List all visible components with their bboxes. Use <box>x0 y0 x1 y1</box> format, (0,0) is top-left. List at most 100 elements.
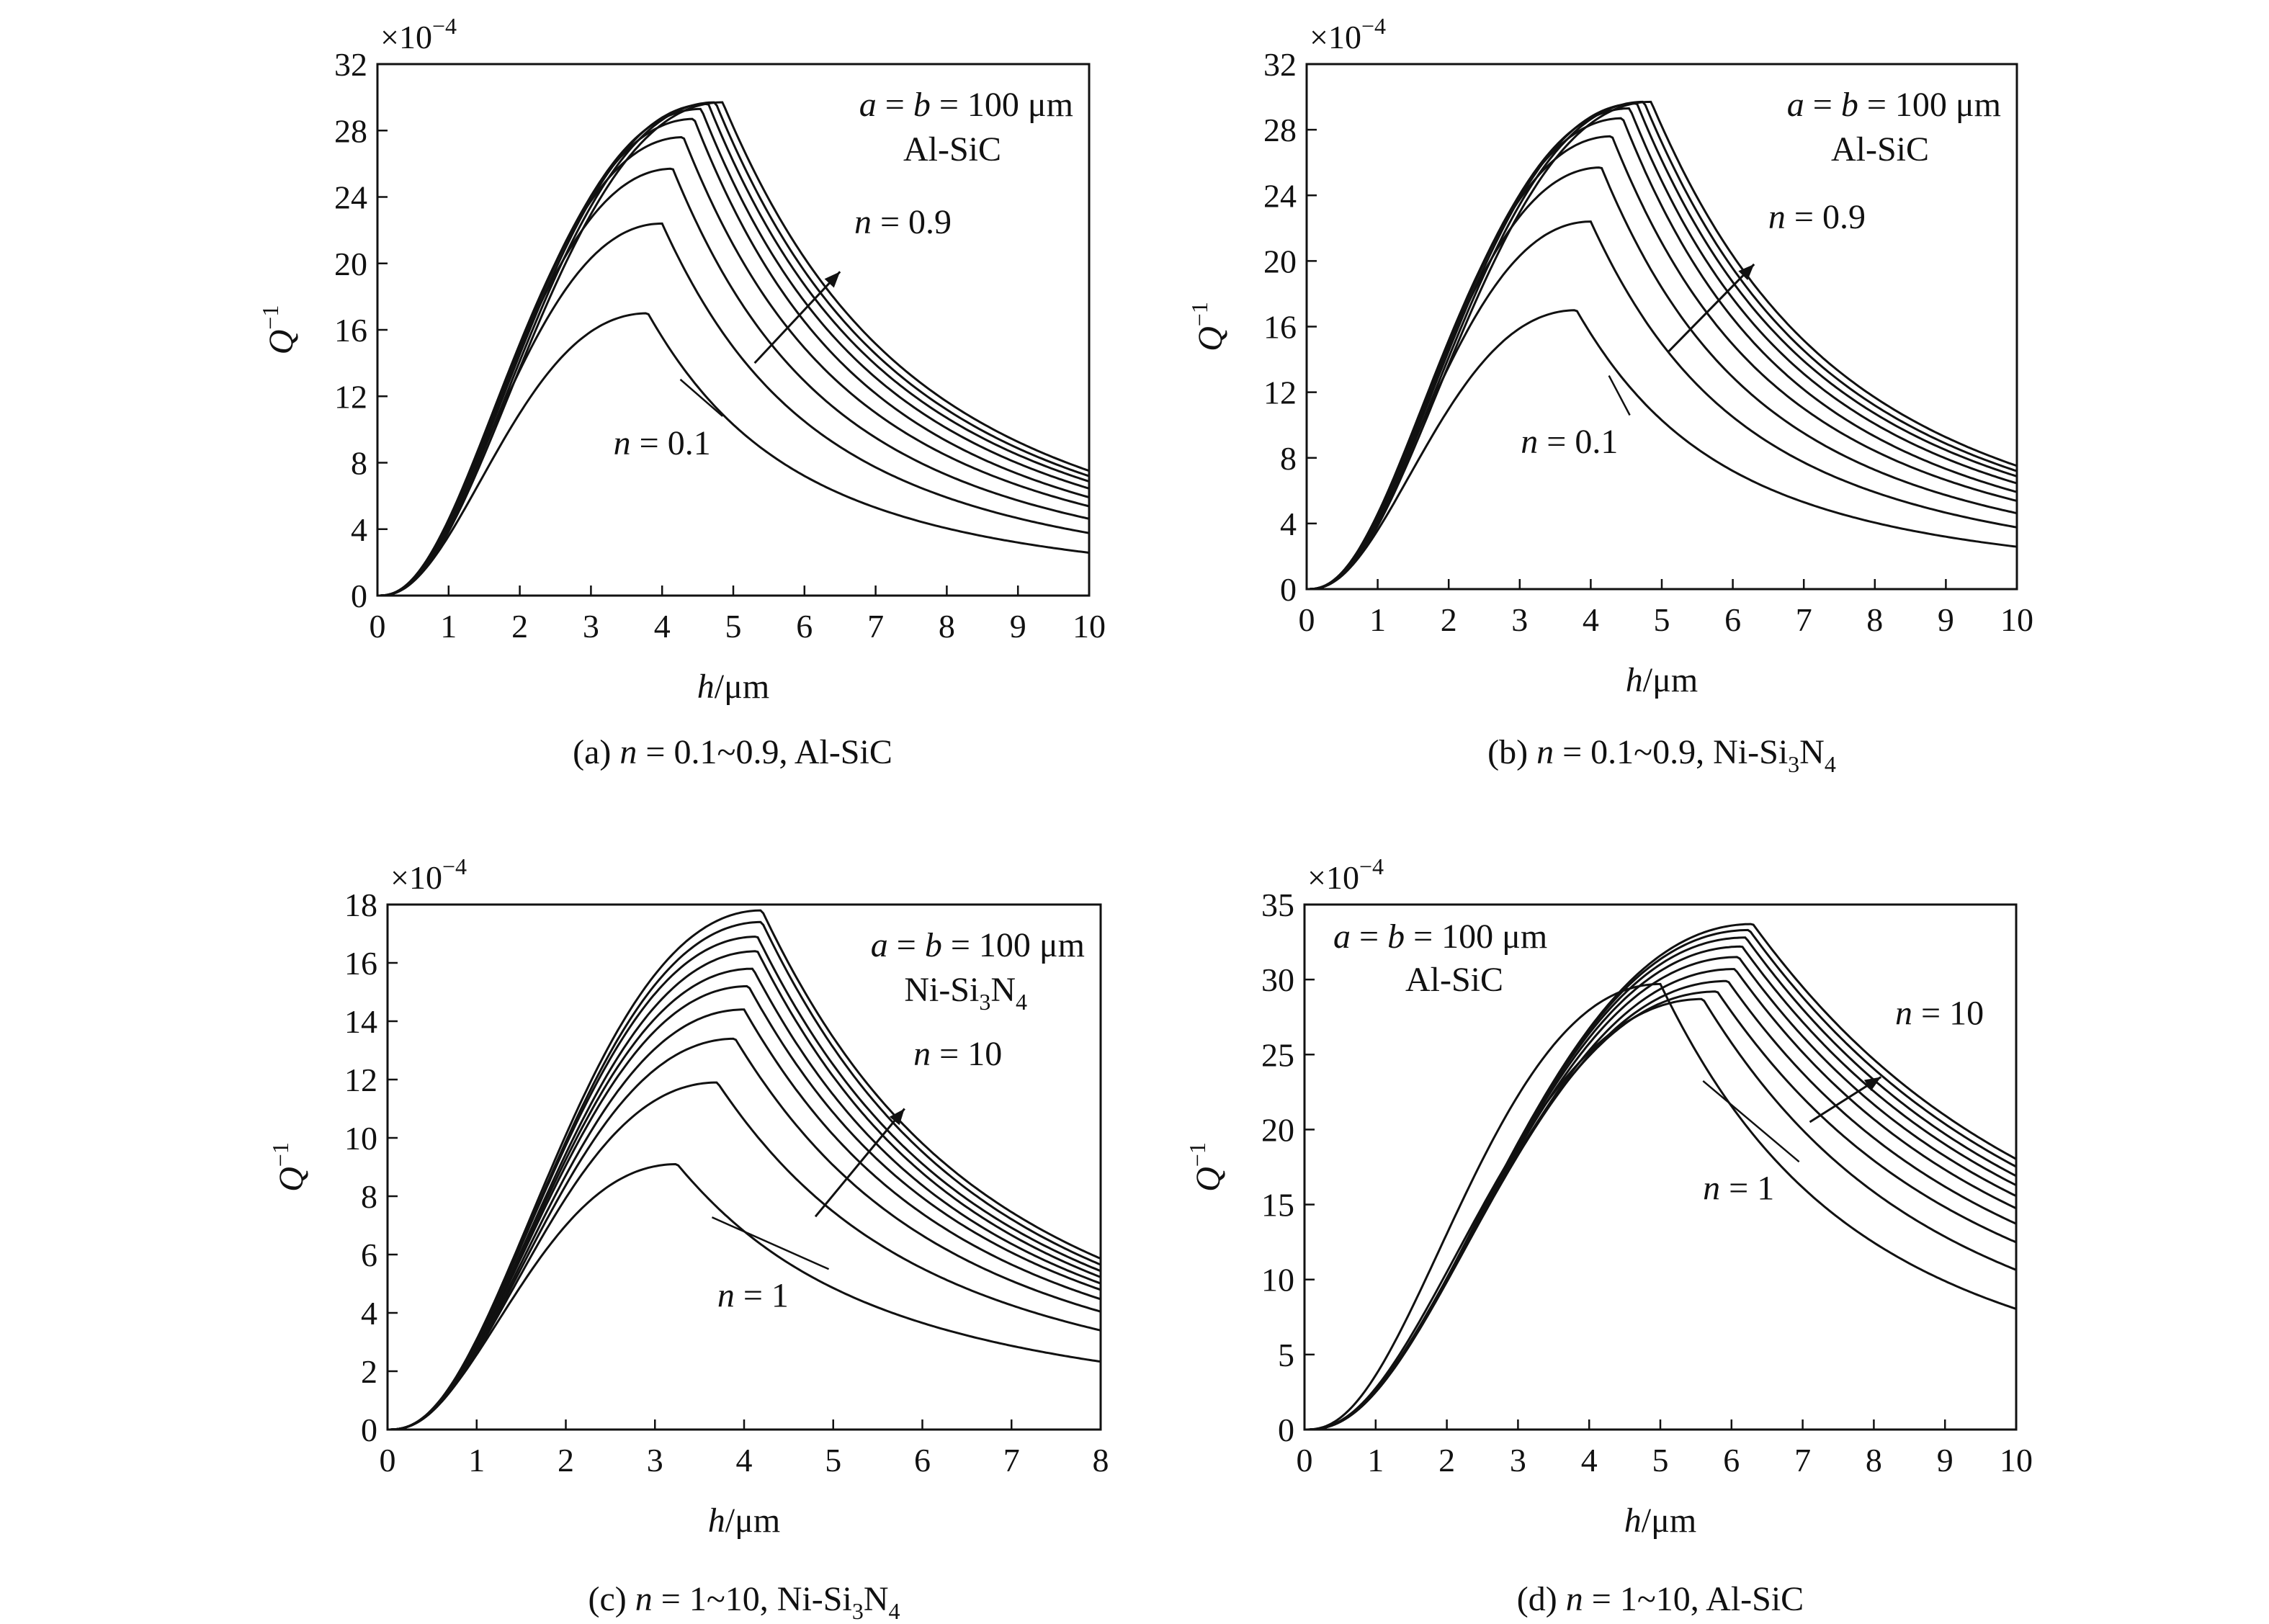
x-tick-label: 9 <box>1938 601 1954 638</box>
panel-caption: (a) n = 0.1~0.9, Al-SiC <box>573 733 892 771</box>
y-tick-label: 8 <box>361 1178 377 1215</box>
label-n-low: n = 0.1 <box>1521 423 1618 461</box>
x-tick-label: 8 <box>1093 1442 1109 1479</box>
annotation-line: a = b = 100 μm <box>859 86 1073 124</box>
x-tick-label: 2 <box>558 1442 574 1479</box>
y-tick-label: 30 <box>1261 961 1294 998</box>
label-n-high: n = 10 <box>1895 995 1984 1033</box>
x-tick-label: 6 <box>914 1442 931 1479</box>
y-tick-label: 0 <box>351 578 367 614</box>
label-low-leader <box>711 1216 830 1270</box>
curve-n-0.4 <box>1307 135 2018 591</box>
annotation-line: Al-SiC <box>1405 961 1503 999</box>
y-tick-label: 8 <box>351 445 367 482</box>
panel-caption: (c) n = 1~10, Ni-Si3N4​ <box>588 1580 900 1624</box>
label-n-low: n = 1 <box>717 1277 789 1315</box>
curve-n-0.1 <box>377 312 1090 597</box>
curve-n-0.1 <box>1307 309 2018 591</box>
curve-n-0.7 <box>377 102 1090 597</box>
annotation-line: a = b = 100 μm <box>1787 86 2001 124</box>
y-tick-label: 10 <box>1261 1262 1294 1298</box>
x-tick-label: 7 <box>1003 1442 1020 1479</box>
curve-n-0.9 <box>377 101 1090 597</box>
y-tick-label: 2 <box>361 1353 377 1390</box>
x-tick-label: 6 <box>1723 1442 1740 1479</box>
y-multiplier: ×10−4 <box>380 13 457 55</box>
y-tick-label: 32 <box>1263 46 1297 83</box>
y-tick-label: 15 <box>1261 1187 1294 1224</box>
panel-caption: (d) n = 1~10, Al-SiC <box>1517 1580 1804 1618</box>
y-tick-label: 28 <box>334 112 367 149</box>
x-axis-label: h/μm <box>1624 1502 1696 1540</box>
x-tick-label: 3 <box>583 608 599 645</box>
trend-arrow-head <box>824 272 841 288</box>
x-tick-label: 10 <box>1073 608 1106 645</box>
y-axis-label: Q−1 <box>257 305 300 355</box>
x-tick-label: 1 <box>468 1442 485 1479</box>
y-tick-label: 32 <box>334 46 367 83</box>
y-multiplier: ×10−4 <box>1307 853 1384 896</box>
label-n-high: n = 0.9 <box>1768 198 1866 236</box>
y-tick-label: 20 <box>1263 243 1297 279</box>
y-axis-label: Q−1 <box>267 1142 310 1192</box>
x-tick-label: 9 <box>1010 608 1026 645</box>
x-tick-label: 5 <box>1654 601 1670 638</box>
y-tick-label: 0 <box>361 1412 377 1448</box>
curve-n-1 <box>1304 982 2017 1431</box>
curve-n-5 <box>1304 968 2017 1431</box>
curve-n-3 <box>1304 990 2017 1431</box>
trend-arrow <box>1668 263 1755 352</box>
panel-b: 0 1 2 3 4 5 6 7 8 9 10048121620242832×10−4Q−1h/μm(… <box>1186 13 2033 777</box>
panel-c: 0 1 2 3 4 5 6 7 8024681012141618×10−4Q−1h/μm(c) … <box>267 853 1109 1624</box>
annotation-line: Ni-Si3​N4​ <box>904 971 1027 1015</box>
x-tick-label: 2 <box>1438 1442 1455 1479</box>
x-axis-label: h/μm <box>1626 661 1698 699</box>
x-tick-label: 0 <box>1297 1442 1313 1479</box>
y-tick-label: 25 <box>1261 1036 1294 1073</box>
x-tick-label: 10 <box>2000 601 2033 638</box>
x-tick-label: 4 <box>1583 601 1599 638</box>
x-tick-label: 7 <box>1794 1442 1811 1479</box>
curve-n-0.4 <box>377 135 1090 597</box>
y-tick-label: 0 <box>1278 1412 1294 1448</box>
y-tick-label: 4 <box>351 511 367 548</box>
curve-n-4 <box>1304 979 2017 1431</box>
y-tick-label: 24 <box>334 179 367 216</box>
curve-n-9 <box>388 920 1101 1431</box>
y-tick-label: 8 <box>1280 440 1297 477</box>
curve-n-0.8 <box>377 101 1090 597</box>
label-n-high: n = 10 <box>913 1035 1002 1073</box>
x-tick-label: 2 <box>511 608 528 645</box>
y-tick-label: 5 <box>1278 1337 1294 1373</box>
x-tick-label: 3 <box>1511 601 1528 638</box>
curve-n-3 <box>388 1037 1101 1431</box>
x-tick-label: 4 <box>654 608 671 645</box>
x-tick-label: 3 <box>1510 1442 1526 1479</box>
x-tick-label: 2 <box>1441 601 1457 638</box>
trend-arrow-head <box>889 1108 905 1126</box>
x-tick-label: 7 <box>1796 601 1812 638</box>
curve-n-0.5 <box>377 117 1090 597</box>
curve-n-0.6 <box>377 107 1090 597</box>
x-tick-label: 5 <box>825 1442 841 1479</box>
x-tick-label: 9 <box>1937 1442 1954 1479</box>
x-tick-label: 6 <box>1724 601 1741 638</box>
x-tick-label: 1 <box>1367 1442 1384 1479</box>
y-tick-label: 12 <box>1263 374 1297 411</box>
y-axis-label: Q−1 <box>1186 302 1230 351</box>
y-tick-label: 20 <box>1261 1111 1294 1148</box>
annotation-line: Al-SiC <box>1831 130 1929 169</box>
curve-n-10 <box>1304 923 2017 1431</box>
label-n-low: n = 1 <box>1703 1170 1774 1208</box>
curve-n-0.9 <box>1307 100 2018 591</box>
y-tick-label: 14 <box>344 1003 377 1040</box>
x-tick-label: 5 <box>1652 1442 1669 1479</box>
y-tick-label: 0 <box>1280 571 1297 608</box>
panel-a: 0 1 2 3 4 5 6 7 8 9 10048121620242832×10−4Q−1h/μm(… <box>257 13 1106 771</box>
trend-arrow-head <box>1863 1077 1881 1091</box>
y-tick-label: 10 <box>344 1120 377 1157</box>
x-axis-label: h/μm <box>708 1502 780 1540</box>
x-tick-label: 4 <box>1581 1442 1598 1479</box>
curve-n-0.2 <box>1307 220 2018 591</box>
x-tick-label: 10 <box>2000 1442 2033 1479</box>
